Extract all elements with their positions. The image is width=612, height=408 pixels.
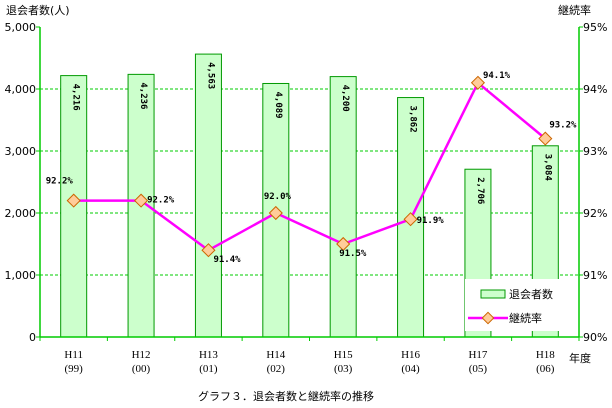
y-tick-right: 93%: [583, 145, 607, 158]
bar: [329, 76, 357, 338]
x-tick-label: H14: [266, 349, 285, 361]
x-tick-sublabel: (05): [469, 363, 488, 375]
rate-line: [73, 81, 547, 252]
y-tick-right: 92%: [583, 207, 607, 220]
rate-value-label: 91.4%: [213, 255, 241, 265]
x-tick-sublabel: (06): [536, 363, 555, 375]
x-tick-label: H12: [132, 349, 151, 361]
line-layer: [66, 75, 553, 258]
y-tick-right: 91%: [583, 269, 607, 282]
x-tick-sublabel: (03): [334, 363, 353, 375]
x-tick-label: H16: [401, 349, 420, 361]
bar-value-label: 3,084: [542, 154, 552, 182]
legend-bar-label: 退会者数: [509, 288, 553, 301]
y-tick-right: 94%: [583, 83, 607, 96]
rate-marker: [470, 75, 486, 90]
legend-line-marker: [481, 311, 495, 325]
legend-bar-swatch: [480, 289, 506, 299]
legend-line-label: 継続率: [509, 311, 542, 325]
x-tick-label: H15: [334, 349, 353, 361]
rate-marker: [403, 212, 418, 227]
x-tick-label: H17: [468, 349, 487, 361]
rate-marker: [336, 236, 351, 252]
y-tick-left: 5,000: [5, 21, 37, 34]
rate-value-label: 93.2%: [549, 121, 577, 131]
rate-value-label: 94.1%: [483, 71, 511, 81]
y-tick-left: 3,000: [5, 145, 37, 158]
bar-layer: [60, 53, 559, 338]
bar-value-label: 3,862: [408, 106, 418, 133]
y-tick-left: 0: [29, 331, 36, 344]
rate-marker: [133, 193, 149, 208]
bar-value-label: 4,563: [205, 62, 215, 89]
y-axis-right-title: 継続率: [558, 3, 591, 17]
legend: 退会者数 継続率: [465, 279, 577, 331]
x-axis-title: 年度: [569, 351, 591, 365]
rate-marker: [201, 243, 216, 258]
x-tick-sublabel: (99): [65, 363, 84, 375]
rate-value-label: 91.5%: [339, 249, 367, 259]
axis-layer: [36, 26, 583, 341]
y-tick-right: 90%: [583, 331, 607, 344]
grid-layer: [40, 88, 579, 276]
x-tick-label: H13: [199, 349, 218, 361]
bar: [194, 53, 222, 338]
x-tick-label: H18: [536, 349, 555, 361]
rate-value-label: 91.9%: [417, 216, 445, 226]
x-tick-sublabel: (01): [199, 363, 218, 375]
label-layer: 0 90% 1,000 91% 2,000 92% 3,000 93% 4,000 94% 5,00…: [5, 21, 608, 375]
y-tick-left: 1,000: [5, 269, 37, 282]
bar-value-label: 4,236: [138, 82, 148, 109]
y-tick-right: 95%: [583, 21, 607, 34]
x-tick-sublabel: (04): [401, 363, 420, 375]
y-axis-left-title: 退会者数(人): [6, 4, 70, 17]
x-tick-sublabel: (02): [267, 363, 286, 375]
rate-marker: [538, 131, 553, 146]
y-tick-left: 2,000: [5, 207, 37, 220]
bar-value-label: 4,216: [71, 84, 81, 111]
rate-value-label: 92.0%: [264, 192, 292, 202]
bar-value-label: 2,706: [475, 177, 485, 204]
rate-marker: [268, 205, 283, 221]
bar-value-label: 4,089: [273, 91, 283, 118]
x-tick-label: H11: [64, 349, 83, 361]
bar-value-label: 4,200: [340, 85, 350, 112]
rate-value-label: 92.2%: [147, 196, 175, 206]
rate-marker: [66, 193, 81, 208]
legend-box: [465, 279, 577, 331]
y-tick-left: 4,000: [5, 83, 37, 96]
chart-caption: グラフ３．退会者数と継続率の推移: [198, 389, 374, 403]
rate-value-label: 92.2%: [46, 177, 74, 187]
x-tick-sublabel: (00): [132, 363, 151, 375]
